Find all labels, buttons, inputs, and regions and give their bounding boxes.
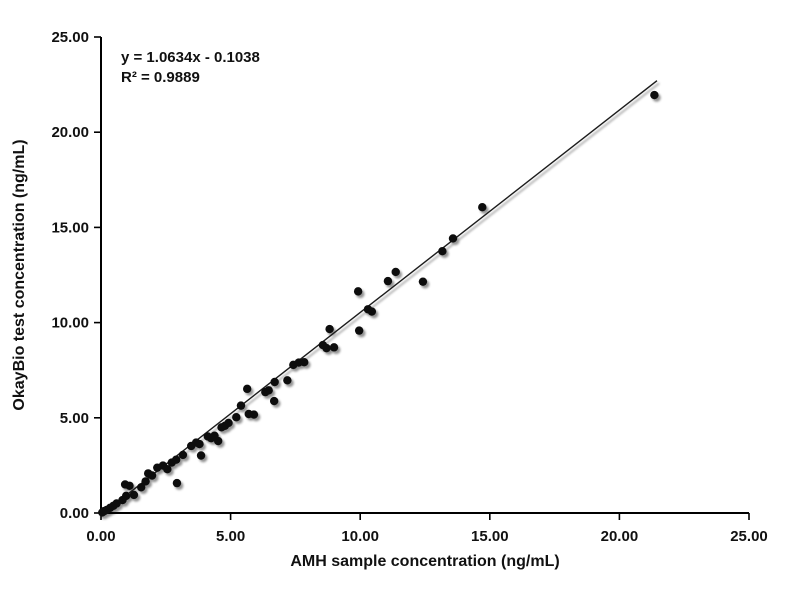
data-point bbox=[121, 491, 131, 501]
y-tick-label: 0.00 bbox=[60, 505, 89, 522]
data-point bbox=[438, 247, 447, 256]
y-tick-label: 20.00 bbox=[51, 124, 89, 141]
data-point bbox=[136, 483, 146, 492]
data-point bbox=[383, 276, 393, 286]
y-tick-label: 10.00 bbox=[51, 315, 89, 332]
data-point bbox=[163, 465, 172, 474]
data-point bbox=[147, 471, 157, 480]
trendline bbox=[100, 80, 658, 516]
data-point bbox=[236, 401, 246, 410]
x-tick-label: 25.00 bbox=[730, 528, 768, 545]
data-point bbox=[391, 267, 400, 277]
x-tick-label: 20.00 bbox=[601, 528, 639, 545]
data-point bbox=[129, 490, 139, 500]
data-point bbox=[213, 436, 223, 446]
data-point bbox=[329, 343, 339, 352]
data-point bbox=[269, 396, 279, 406]
y-tick-label: 25.00 bbox=[51, 29, 89, 46]
data-point bbox=[242, 384, 252, 394]
data-point bbox=[418, 277, 428, 286]
data-point bbox=[478, 203, 487, 212]
data-point bbox=[448, 234, 458, 243]
data-point bbox=[650, 90, 659, 100]
x-tick-label: 10.00 bbox=[341, 528, 379, 545]
data-point bbox=[367, 307, 377, 316]
data-point bbox=[249, 410, 259, 419]
data-point bbox=[195, 439, 204, 449]
data-point bbox=[264, 386, 273, 395]
data-point bbox=[196, 451, 206, 460]
plot-area: 0.00 5.00 10.00 15.00 20.00 25.00 0.00 5.00 10.0… bbox=[51, 29, 767, 545]
data-point bbox=[172, 478, 182, 488]
data-point bbox=[300, 358, 309, 367]
data-point bbox=[125, 481, 134, 490]
data-point bbox=[322, 343, 331, 353]
data-point bbox=[270, 377, 279, 387]
data-point bbox=[224, 418, 233, 428]
data-point bbox=[325, 324, 334, 334]
data-point bbox=[353, 287, 363, 296]
x-tick-label: 15.00 bbox=[471, 528, 509, 545]
x-tick-label: 0.00 bbox=[86, 528, 115, 545]
r-squared-label: R² = 0.9889 bbox=[121, 69, 200, 86]
data-point bbox=[178, 450, 188, 460]
x-tick-label: 5.00 bbox=[216, 528, 245, 545]
y-tick-label: 15.00 bbox=[51, 219, 89, 236]
x-axis-title: AMH sample concentration (ng/mL) bbox=[290, 553, 559, 570]
data-layer bbox=[98, 80, 659, 517]
data-point bbox=[171, 455, 181, 464]
trendline-equation-label: y = 1.0634x - 0.1038 bbox=[121, 49, 260, 66]
data-point bbox=[232, 413, 241, 422]
data-point bbox=[354, 326, 364, 335]
y-tick-label: 5.00 bbox=[60, 410, 89, 427]
y-axis-title: OkayBio test concentration (ng/mL) bbox=[11, 139, 28, 410]
data-point bbox=[141, 477, 150, 486]
data-point bbox=[283, 376, 292, 385]
